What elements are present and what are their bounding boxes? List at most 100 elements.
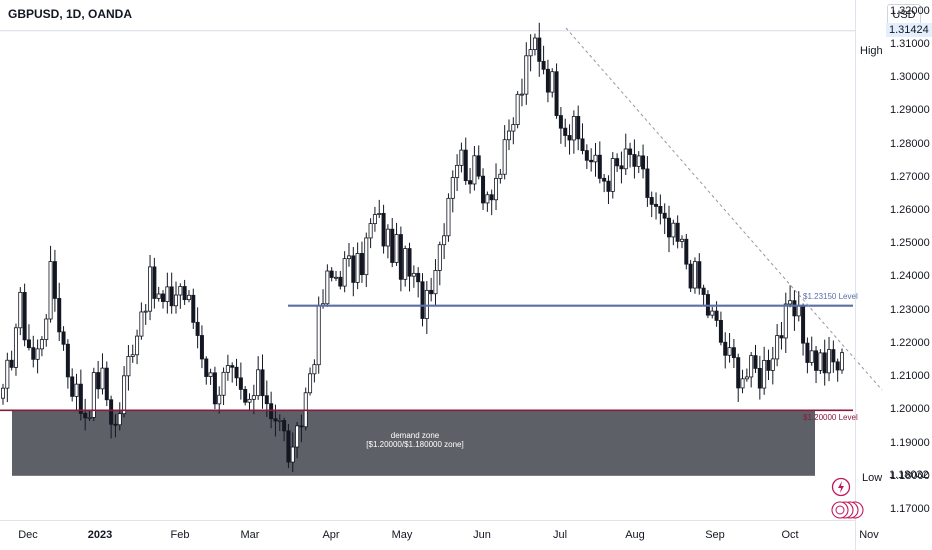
price-tick-label: 1.24000	[890, 270, 930, 283]
candle	[429, 277, 434, 302]
price-tick-label: 1.17000	[890, 503, 930, 516]
candle-body	[692, 261, 697, 289]
candle	[679, 235, 684, 249]
candle	[494, 163, 499, 211]
candle-body	[463, 149, 468, 182]
candle	[31, 335, 36, 368]
candle-body	[334, 276, 339, 279]
candle-body	[770, 358, 775, 371]
candle	[182, 279, 187, 305]
candle-body	[44, 318, 49, 340]
candle-body	[39, 339, 44, 350]
price-tick-label: 1.30000	[890, 71, 930, 84]
time-tick-label: Nov	[859, 529, 879, 541]
time-tick-label: 2023	[87, 529, 113, 541]
candle-body	[576, 116, 581, 140]
candle-body	[792, 300, 797, 317]
candle	[502, 125, 507, 180]
candle-body	[602, 177, 607, 182]
candle-body	[468, 180, 473, 185]
candle	[524, 42, 529, 105]
candle-body	[801, 305, 806, 344]
candle-body	[156, 293, 161, 299]
candle-body	[688, 263, 693, 289]
candle-body	[273, 418, 278, 422]
events-stack-icon[interactable]	[829, 499, 867, 521]
candle	[221, 367, 226, 406]
candle-body	[779, 335, 784, 339]
candle	[359, 241, 364, 283]
candle-body	[398, 234, 403, 280]
candle	[48, 245, 53, 323]
candle	[636, 151, 641, 173]
candle	[225, 354, 230, 381]
candle-body	[762, 359, 767, 389]
candle	[481, 168, 486, 210]
candle-body	[541, 60, 546, 70]
candle-body	[295, 425, 300, 448]
lightning-icon[interactable]	[830, 477, 852, 497]
candle-body	[675, 222, 680, 242]
candle	[420, 273, 425, 327]
candle-body	[723, 341, 728, 356]
candle-body	[169, 286, 174, 307]
candle-body	[485, 194, 490, 204]
candle	[727, 332, 732, 363]
candle-body	[199, 335, 204, 360]
candle	[671, 219, 676, 246]
candle	[83, 398, 88, 431]
candle-body	[286, 430, 291, 463]
candle-body	[260, 369, 265, 397]
price-tick-label: 1.27000	[890, 170, 930, 183]
candle	[152, 257, 157, 309]
candle	[247, 393, 252, 410]
candle-body	[122, 375, 127, 415]
candle	[723, 332, 728, 369]
candle	[550, 68, 555, 98]
candle	[770, 346, 775, 385]
candle	[489, 189, 494, 216]
candle	[398, 226, 403, 292]
candle-body	[78, 383, 83, 414]
candle-body	[757, 368, 762, 389]
candle	[208, 368, 213, 385]
price-tick-label: 1.21000	[890, 370, 930, 383]
price-tick-label: 1.25000	[890, 237, 930, 250]
candle-body	[433, 269, 438, 295]
candle-body	[623, 148, 628, 170]
candle	[749, 351, 754, 388]
candle-body	[186, 294, 191, 301]
candle	[571, 110, 576, 154]
candle	[710, 306, 715, 319]
candle-body	[481, 175, 486, 204]
candle-body	[359, 253, 364, 276]
candle-body	[545, 68, 550, 93]
candle	[26, 324, 31, 351]
candle	[576, 105, 581, 151]
candle	[511, 117, 516, 145]
candle	[835, 358, 840, 382]
candle-body	[100, 367, 105, 390]
candle	[96, 360, 101, 399]
candle-body	[658, 206, 663, 214]
candle-body	[528, 49, 533, 57]
candle-body	[290, 446, 295, 463]
candle-body	[827, 349, 832, 374]
candle-body	[234, 366, 239, 379]
candle	[130, 344, 135, 363]
candle	[212, 366, 217, 410]
candle-body	[619, 165, 624, 170]
candle-body	[515, 93, 520, 125]
candle-body	[385, 228, 390, 247]
candle	[610, 152, 615, 199]
high-tag: High	[860, 45, 883, 57]
candle-body	[753, 355, 758, 369]
candle	[567, 124, 572, 155]
candle	[705, 290, 710, 319]
candle	[658, 194, 663, 225]
candle	[9, 350, 14, 371]
candle	[334, 270, 339, 281]
candle-body	[558, 115, 563, 129]
candle	[788, 285, 793, 308]
